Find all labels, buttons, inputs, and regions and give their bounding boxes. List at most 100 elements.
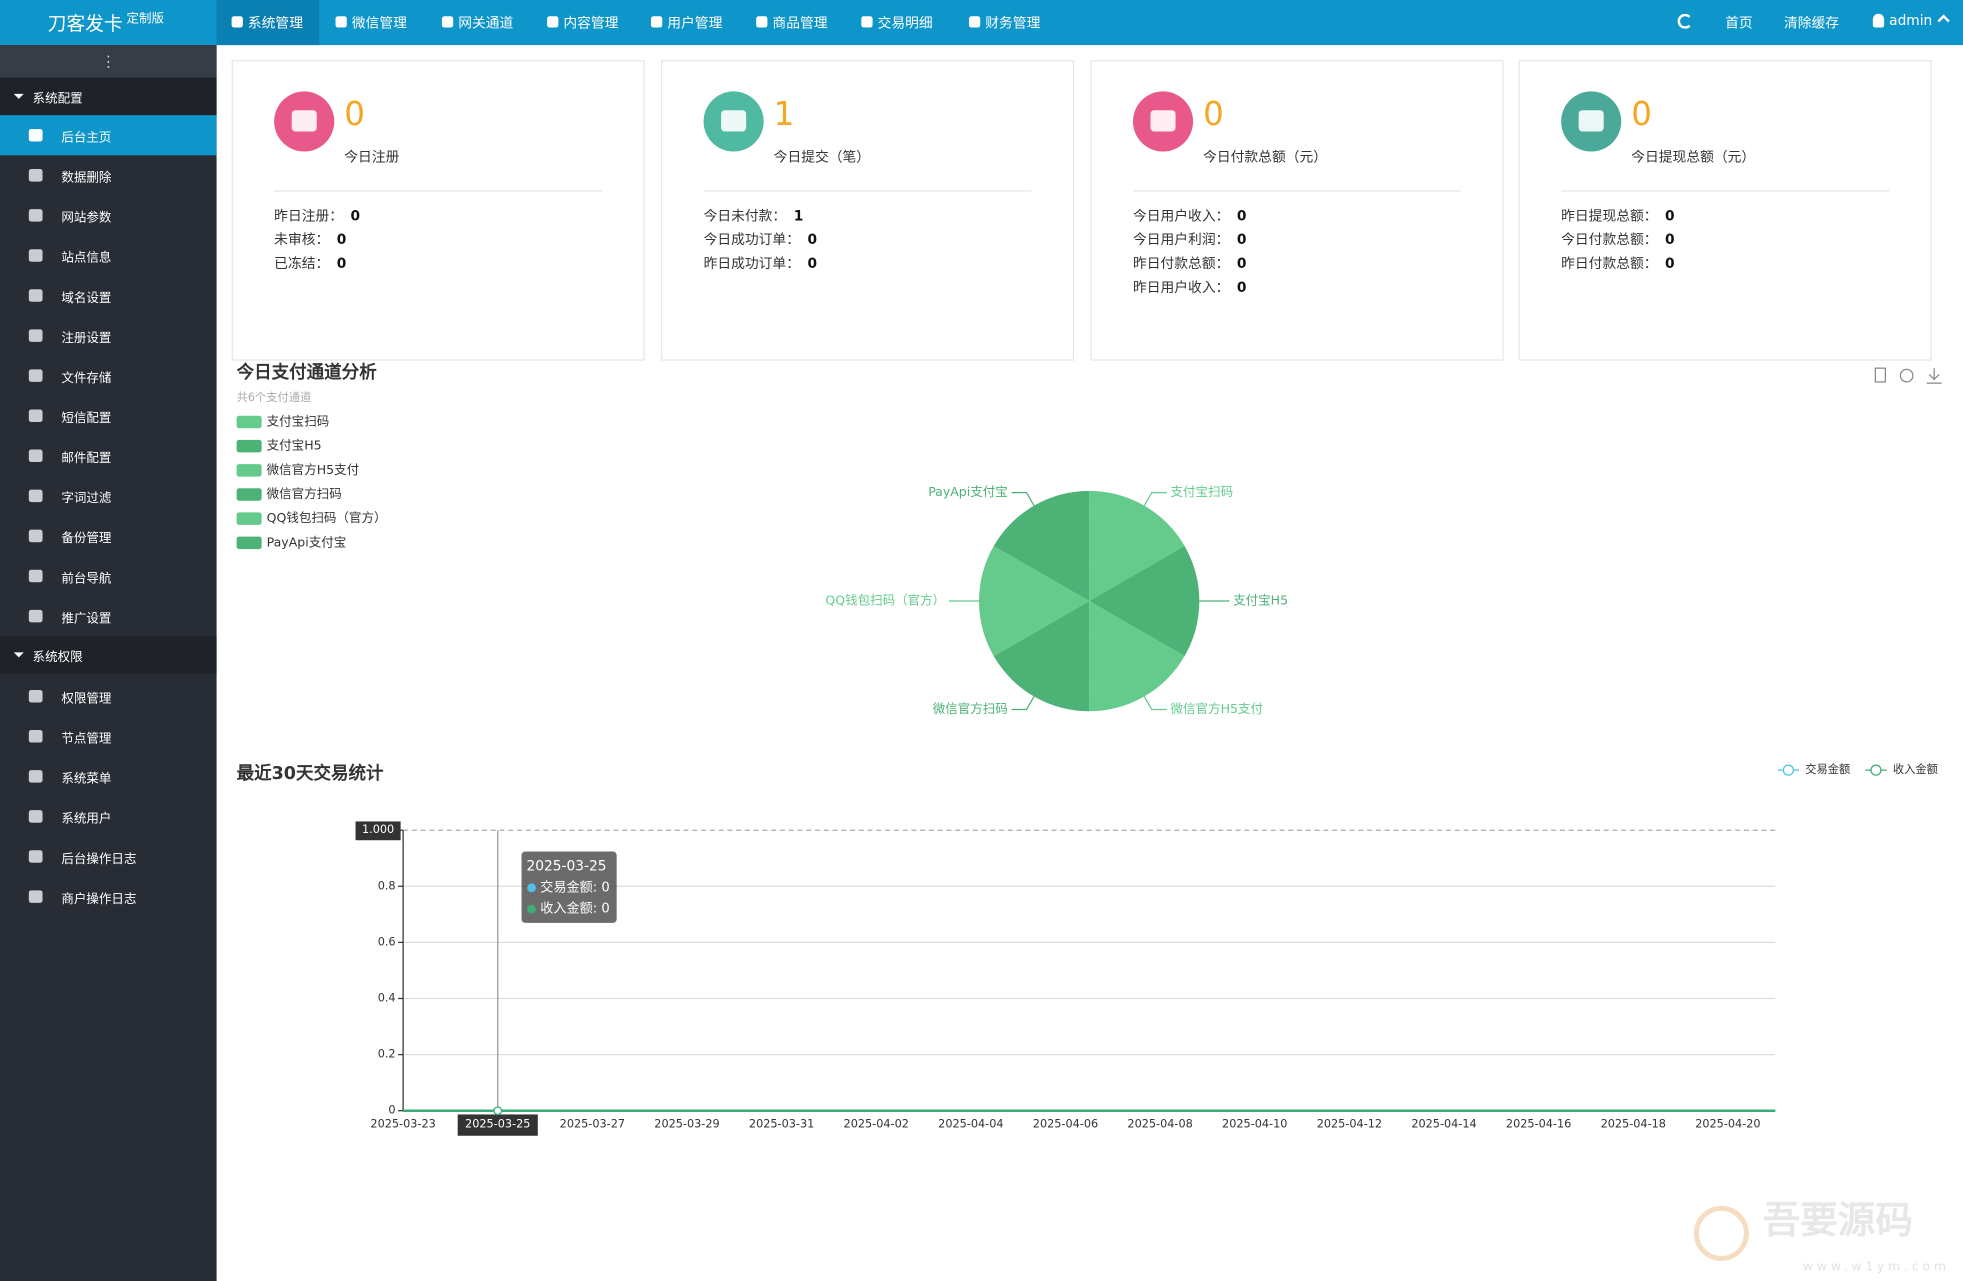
tooltip-bg (521, 851, 617, 923)
pie-label: 支付宝扫码 (1171, 484, 1234, 499)
hover-point (493, 1106, 503, 1116)
nav-item[interactable]: 商品管理 (772, 15, 828, 32)
stat-row: 今日用户收入： 0 (1133, 205, 1246, 225)
nav-item[interactable]: 用户管理 (667, 15, 723, 32)
top-link[interactable]: 首页 (1725, 15, 1753, 32)
stat-row: 昨日提现总额： 0 (1561, 205, 1674, 225)
nav-item[interactable]: 系统管理 (247, 15, 303, 32)
menu-item[interactable]: 节点管理 (0, 716, 217, 756)
menu-icon (28, 169, 43, 182)
stat-row-label: 今日付款总额： (1561, 231, 1658, 248)
x-pointer-label-bg (457, 1114, 538, 1136)
pie-slice (1089, 545, 1200, 657)
stat-row-value: 0 (1236, 231, 1247, 248)
tool-save[interactable] (1926, 368, 1942, 384)
nav-item[interactable]: 财务管理 (985, 15, 1041, 32)
x-tick-label: 2025-03-31 (749, 1117, 814, 1130)
stat-card: 1 今日提交（笔） 今日未付款： 1 今日成功订单： 0 昨日成功订单： 0 (661, 60, 1075, 361)
menu-item[interactable]: 系统用户 (0, 796, 217, 836)
menu-item[interactable]: 前台导航 (0, 556, 217, 596)
menu-item[interactable]: 后台操作日志 (0, 836, 217, 876)
menu-item[interactable]: 推广设置 (0, 596, 217, 636)
menu-item[interactable]: 站点信息 (0, 235, 217, 275)
menu-label: 短信配置 (61, 411, 112, 426)
menu-label: 后台主页 (61, 131, 112, 146)
stat-row-value: 0 (336, 231, 347, 248)
pie-slice (1089, 490, 1185, 602)
x-tick-label: 2025-04-12 (1317, 1117, 1382, 1130)
stat-row: 已冻结： 0 (274, 253, 346, 273)
menu-item[interactable]: 数据删除 (0, 155, 217, 195)
divider (1132, 190, 1461, 192)
menu-label: 前台导航 (61, 572, 112, 587)
refresh-icon[interactable] (1677, 13, 1693, 29)
menu-icon (28, 730, 43, 743)
pie-label: 微信官方扫码 (933, 701, 1008, 716)
legend-swatch[interactable] (236, 536, 262, 550)
menu-icon (28, 128, 43, 142)
x-tick-label: 2025-04-14 (1411, 1117, 1476, 1130)
nav-item[interactable]: 网关通道 (458, 15, 514, 32)
nav-item[interactable]: 微信管理 (351, 15, 407, 32)
menu-group[interactable]: 系统权限 (0, 636, 217, 674)
legend-swatch[interactable] (236, 439, 262, 453)
menu-icon (28, 369, 43, 382)
pie-leader (1011, 696, 1035, 711)
stat-icon (1561, 91, 1622, 152)
menu-item[interactable]: 网站参数 (0, 195, 217, 235)
menu-icon (28, 810, 43, 823)
stat-row: 未审核： 0 (274, 229, 346, 249)
x-tick-label: 2025-03-27 (560, 1117, 625, 1130)
menu-label: 域名设置 (61, 291, 112, 306)
pie-slice (993, 601, 1090, 712)
nav-item[interactable]: 交易明细 (877, 15, 933, 32)
menu-label: 系统菜单 (61, 772, 112, 787)
x-tick-label: 2025-04-20 (1695, 1117, 1760, 1130)
nav-item[interactable]: 内容管理 (563, 15, 619, 32)
menu-item[interactable]: 短信配置 (0, 396, 217, 436)
tooltip-row: 收入金额: 0 (540, 901, 609, 917)
watermark-url: www.w1ym.com (1803, 1259, 1950, 1274)
stat-value: 1 (773, 96, 795, 134)
menu-item[interactable]: 商户操作日志 (0, 877, 217, 917)
menu-icon (28, 329, 43, 342)
x-tick-label: 2025-04-02 (844, 1117, 909, 1130)
menu-label: 文件存储 (61, 371, 112, 386)
stat-row: 昨日用户收入： 0 (1133, 277, 1246, 297)
stat-row-value: 0 (350, 207, 361, 225)
menu-item[interactable]: 备份管理 (0, 516, 217, 556)
menu-item[interactable]: 系统菜单 (0, 756, 217, 796)
menu-icon (28, 770, 43, 783)
menu-item[interactable]: 文件存储 (0, 356, 217, 396)
menu-item[interactable]: 后台主页 (0, 115, 217, 156)
legend-swatch[interactable] (236, 415, 262, 429)
stat-icon (274, 91, 335, 152)
menu-icon (28, 409, 43, 422)
top-link[interactable]: admin (1889, 12, 1933, 29)
stat-row-label: 今日用户收入： (1132, 207, 1230, 225)
stat-row-value: 0 (1665, 207, 1675, 225)
watermark-logo (1693, 1205, 1749, 1261)
menu-item[interactable]: 邮件配置 (0, 436, 217, 476)
caret (13, 93, 24, 99)
sidebar-toggle[interactable]: ⋮ (0, 45, 217, 78)
tool-restore[interactable] (1899, 368, 1914, 383)
menu-label: 邮件配置 (61, 452, 112, 466)
menu-item[interactable]: 权限管理 (0, 676, 217, 716)
y-tick-label: 0.4 (378, 992, 396, 1005)
menu-item[interactable]: 域名设置 (0, 275, 217, 315)
tooltip-title: 2025-03-25 (527, 859, 607, 875)
menu-item[interactable]: 字词过滤 (0, 476, 217, 516)
tool-data-view[interactable] (1874, 367, 1887, 383)
legend-swatch[interactable] (236, 464, 262, 477)
legend-swatch[interactable] (236, 512, 262, 525)
legend-swatch[interactable] (236, 488, 262, 501)
stat-row-label: 昨日付款总额： (1132, 255, 1230, 272)
menu-item[interactable]: 注册设置 (0, 316, 217, 356)
stat-label: 今日注册 (344, 149, 400, 166)
stat-glyph (291, 110, 317, 132)
top-link[interactable]: 清除缓存 (1783, 15, 1840, 32)
menu-icon (28, 529, 43, 543)
pie-leader (1143, 491, 1167, 506)
menu-group[interactable]: 系统配置 (0, 77, 217, 116)
